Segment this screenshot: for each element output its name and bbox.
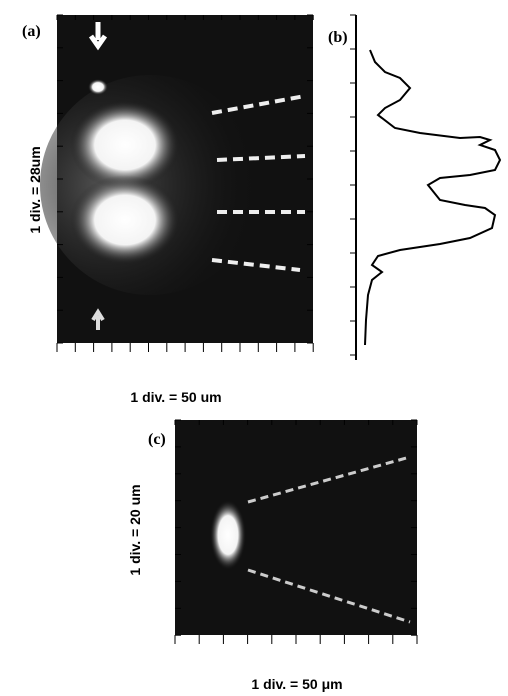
profile-curve	[364, 49, 502, 346]
y-scale: 1 div. = 28um	[27, 146, 43, 233]
dashed-lines	[247, 455, 411, 624]
lobe	[70, 100, 180, 190]
x-scale: 1 div. = 50 μm	[251, 676, 342, 692]
y-scale: 1 div. = 20 um	[127, 484, 143, 575]
x-scale: 1 div. = 50 um	[130, 389, 221, 405]
arrow	[91, 308, 105, 330]
panel-label: (c)	[148, 431, 166, 448]
spot	[88, 79, 108, 95]
lobe	[70, 175, 180, 265]
arrow	[88, 22, 108, 51]
ticks	[56, 14, 418, 644]
panel-label: (b)	[328, 29, 348, 46]
spot	[210, 500, 246, 570]
panel-label: (a)	[22, 23, 41, 40]
dashed-lines	[211, 94, 306, 272]
